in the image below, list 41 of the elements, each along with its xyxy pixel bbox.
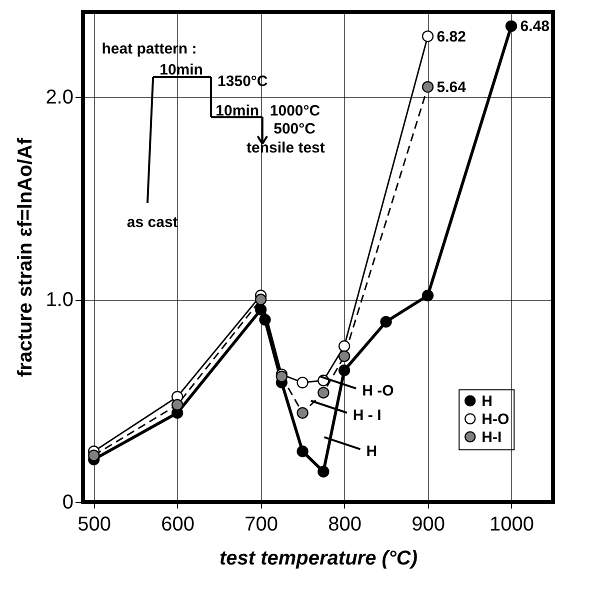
point [422,30,434,42]
point [422,290,434,302]
point [338,364,350,376]
x-tick-label: 800 [328,514,362,536]
y-axis-title: fracture strain εf=lnAo/Af [14,138,37,377]
point [505,20,518,32]
annotation: 1000°C [270,102,320,120]
point [338,350,350,362]
annotation: H [366,443,378,460]
x-tick-label: 600 [161,514,195,536]
point [88,450,100,462]
y-tick-label: 1.0 [46,289,74,312]
y-tick-label: 0 [62,492,74,514]
x-axis-title: test temperature (°C) [219,548,418,570]
annotation: 10min [216,102,260,120]
legend-label: H-I [482,428,502,446]
annotation: 500°C [274,120,316,138]
legend-label: H-O [482,410,510,428]
x-tick-label: 900 [412,514,445,536]
point [422,81,434,93]
x-tick-label: 1000 [490,514,534,536]
point [254,294,267,306]
annotation: 5.64 [436,78,467,96]
legend-label: H [482,392,492,410]
point [296,407,308,419]
point [259,314,271,326]
point [380,316,392,328]
point [171,398,184,411]
y-tick-label: 2.0 [46,86,74,109]
point [338,340,350,352]
annotation: 6.82 [436,28,466,46]
annotation: 6.48 [520,18,550,36]
point [254,304,267,316]
annotation: H -O [362,382,394,400]
point [318,466,330,478]
point [296,446,308,458]
annotation: H - I [352,406,382,424]
x-tick-label: 700 [244,514,278,536]
point [318,386,330,398]
point [296,376,308,388]
x-tick-label: 500 [78,514,112,536]
